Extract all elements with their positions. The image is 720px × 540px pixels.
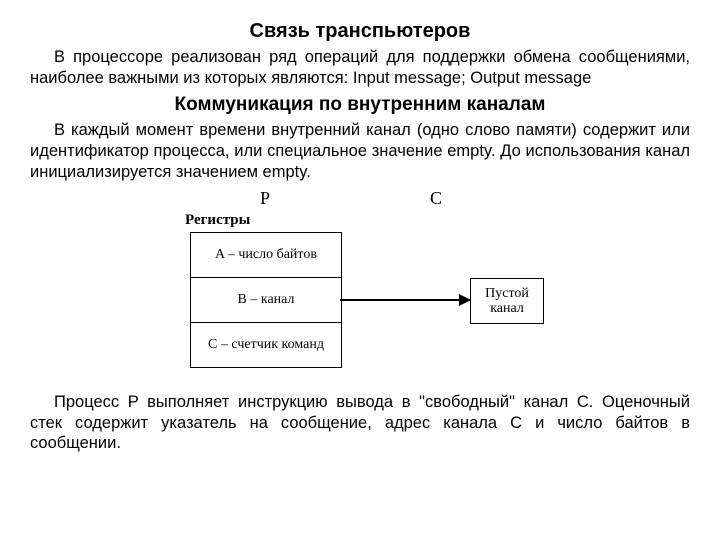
paragraph-channels: В каждый момент времени внутренний канал… <box>30 120 690 182</box>
register-cell-a: A – число байтов <box>191 233 341 278</box>
heading-internal-comm: Коммуникация по внутренним каналам <box>30 94 690 116</box>
arrow-icon <box>340 299 470 301</box>
diagram-header-p: P <box>260 188 270 209</box>
empty-channel-box: Пустой канал <box>470 278 544 324</box>
paragraph-process: Процесс P выполняет инструкцию вывода в … <box>30 392 690 454</box>
heading-transputer-link: Связь транспьютеров <box>30 20 690 43</box>
registers-diagram: P C Регистры A – число байтов B – канал … <box>150 188 570 388</box>
registers-box: A – число байтов B – канал C – счетчик к… <box>190 232 342 368</box>
diagram-registers-label: Регистры <box>185 212 250 229</box>
register-cell-c: C – счетчик команд <box>191 323 341 367</box>
paragraph-intro: В процессоре реализован ряд операций для… <box>30 47 690 88</box>
diagram-header-c: C <box>430 188 442 209</box>
register-cell-b: B – канал <box>191 278 341 323</box>
